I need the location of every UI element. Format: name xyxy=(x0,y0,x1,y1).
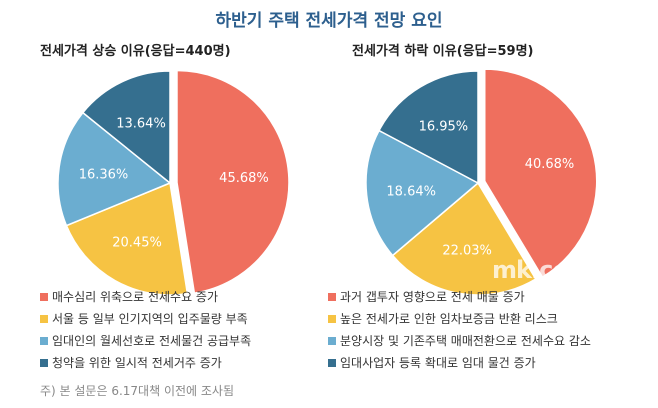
footnote: 주) 본 설문은 6.17대책 이전에 조사됨 xyxy=(40,384,234,398)
legend-item: 높은 전세가로 인한 임차보증금 반환 리스크 xyxy=(328,308,591,330)
legend-swatch xyxy=(40,293,48,301)
legend-label: 서울 등 일부 인기지역의 입주물량 부족 xyxy=(52,312,248,326)
legend-label: 임대인의 월세선호로 전세물건 공급부족 xyxy=(52,334,252,348)
legend-label: 높은 전세가로 인한 임차보증금 반환 리스크 xyxy=(340,312,558,326)
right-pie-title: 전세가격 하락 이유(응답=59명) xyxy=(352,44,534,59)
legend-item: 분양시장 및 기존주택 매매전환으로 전세수요 감소 xyxy=(328,330,591,352)
legend-swatch xyxy=(328,359,336,367)
legend-swatch xyxy=(40,337,48,345)
legend-item: 매수심리 위축으로 전세수요 증가 xyxy=(40,286,251,308)
pie-slice xyxy=(365,129,480,257)
legend-swatch xyxy=(328,337,336,345)
left-pie-title: 전세가격 상승 이유(응답=440명) xyxy=(40,44,231,59)
slice-label: 13.64% xyxy=(116,116,166,131)
legend-label: 청약을 위한 일시적 전세거주 증가 xyxy=(52,356,222,370)
legend-item: 과거 갭투자 영향으로 전세 매물 증가 xyxy=(328,286,591,308)
legend-label: 임대사업자 등록 확대로 임대 물건 증가 xyxy=(340,356,536,370)
pie-slice xyxy=(81,70,171,185)
watermark: mk.co.kr xyxy=(492,256,603,284)
legend-swatch xyxy=(40,359,48,367)
slice-label: 16.95% xyxy=(419,119,469,134)
legend-label: 매수심리 위축으로 전세수요 증가 xyxy=(52,290,219,304)
legend-label: 과거 갭투자 영향으로 전세 매물 증가 xyxy=(340,290,525,304)
slice-label: 40.68% xyxy=(525,157,575,172)
pie-slice xyxy=(176,69,290,294)
slice-label: 16.36% xyxy=(79,167,129,182)
legend-swatch xyxy=(40,315,48,323)
pie-slice xyxy=(65,181,189,296)
slice-label: 45.68% xyxy=(219,171,269,186)
pie-slice xyxy=(57,111,172,227)
pie-slice xyxy=(391,181,537,296)
legend-swatch xyxy=(328,293,336,301)
legend-item: 청약을 위한 일시적 전세거주 증가 xyxy=(40,352,251,374)
legend-label: 분양시장 및 기존주택 매매전환으로 전세수요 감소 xyxy=(340,334,591,348)
legend-item: 임대인의 월세선호로 전세물건 공급부족 xyxy=(40,330,251,352)
chart-title: 하반기 주택 전세가격 전망 요인 xyxy=(215,11,443,31)
pie-slice xyxy=(483,68,598,279)
pie-slice xyxy=(378,70,479,185)
slice-label: 18.64% xyxy=(386,184,436,199)
slice-label: 20.45% xyxy=(112,236,162,251)
legend-item: 임대사업자 등록 확대로 임대 물건 증가 xyxy=(328,352,591,374)
legend-item: 서울 등 일부 인기지역의 입주물량 부족 xyxy=(40,308,251,330)
legend-swatch xyxy=(328,315,336,323)
slice-label: 22.03% xyxy=(442,243,492,258)
